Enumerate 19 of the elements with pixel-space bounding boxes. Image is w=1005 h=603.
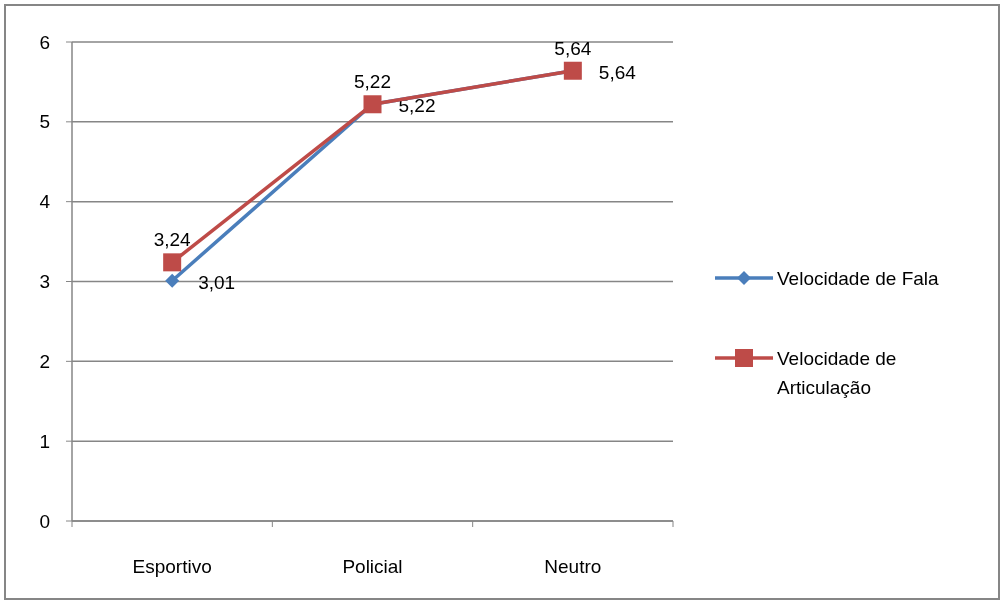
y-tick-label: 6	[39, 31, 50, 53]
y-tick-label: 1	[39, 430, 50, 452]
data-label: 3,01	[198, 271, 236, 293]
y-tick-label: 4	[39, 191, 51, 213]
legend-label: Velocidade de Articulação	[777, 347, 897, 399]
x-tick-label: Neutro	[544, 556, 602, 577]
point	[163, 253, 182, 272]
x-tick-label: Esportivo	[132, 556, 212, 577]
legend-label: Velocidade de Fala	[777, 267, 940, 289]
y-tick-label: 5	[39, 111, 50, 133]
point	[165, 273, 180, 288]
y-tick-label: 0	[39, 510, 50, 532]
data-label: 5,64	[598, 61, 637, 83]
data-label: 5,22	[354, 71, 391, 93]
data-label: 5,64	[554, 37, 592, 59]
data-label: 3,24	[153, 229, 192, 251]
x-tick-label: Policial	[342, 556, 403, 577]
y-tick-label: 3	[39, 271, 50, 293]
y-tick-label: 2	[39, 350, 50, 372]
